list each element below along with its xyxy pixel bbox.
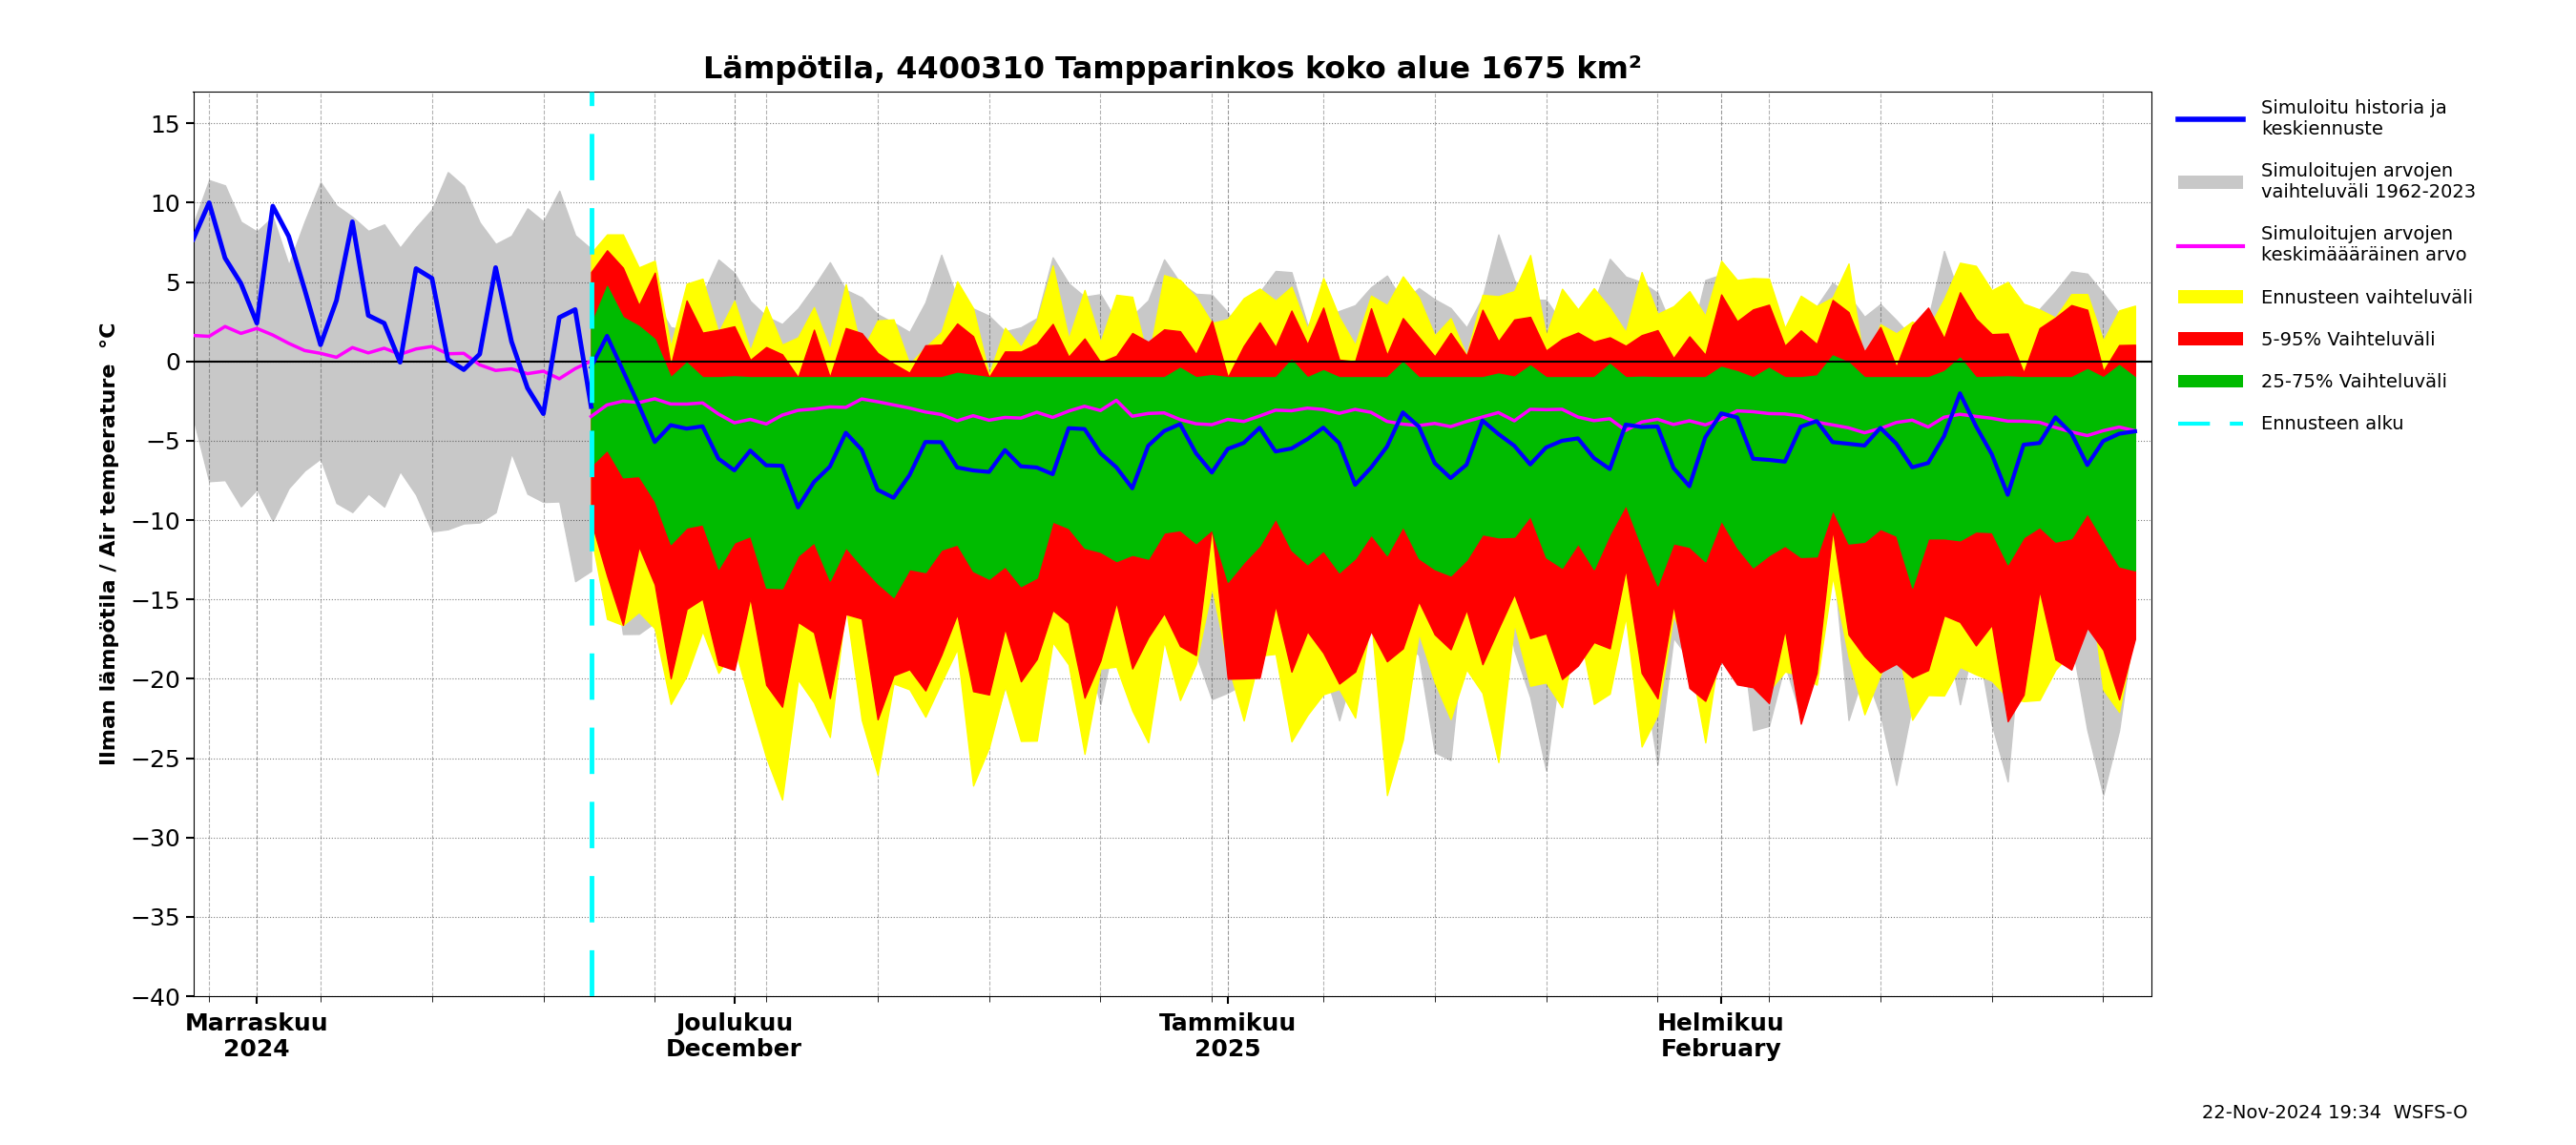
Text: 22-Nov-2024 19:34  WSFS-O: 22-Nov-2024 19:34 WSFS-O bbox=[2202, 1104, 2468, 1122]
Title: Lämpötila, 4400310 Tampparinkos koko alue 1675 km²: Lämpötila, 4400310 Tampparinkos koko alu… bbox=[703, 55, 1641, 85]
Legend: Simuloitu historia ja
keskiennuste, Simuloitujen arvojen
vaihteluväli 1962-2023,: Simuloitu historia ja keskiennuste, Simu… bbox=[2172, 92, 2483, 441]
Y-axis label: Ilman lämpötila / Air temperature  °C: Ilman lämpötila / Air temperature °C bbox=[100, 322, 118, 766]
